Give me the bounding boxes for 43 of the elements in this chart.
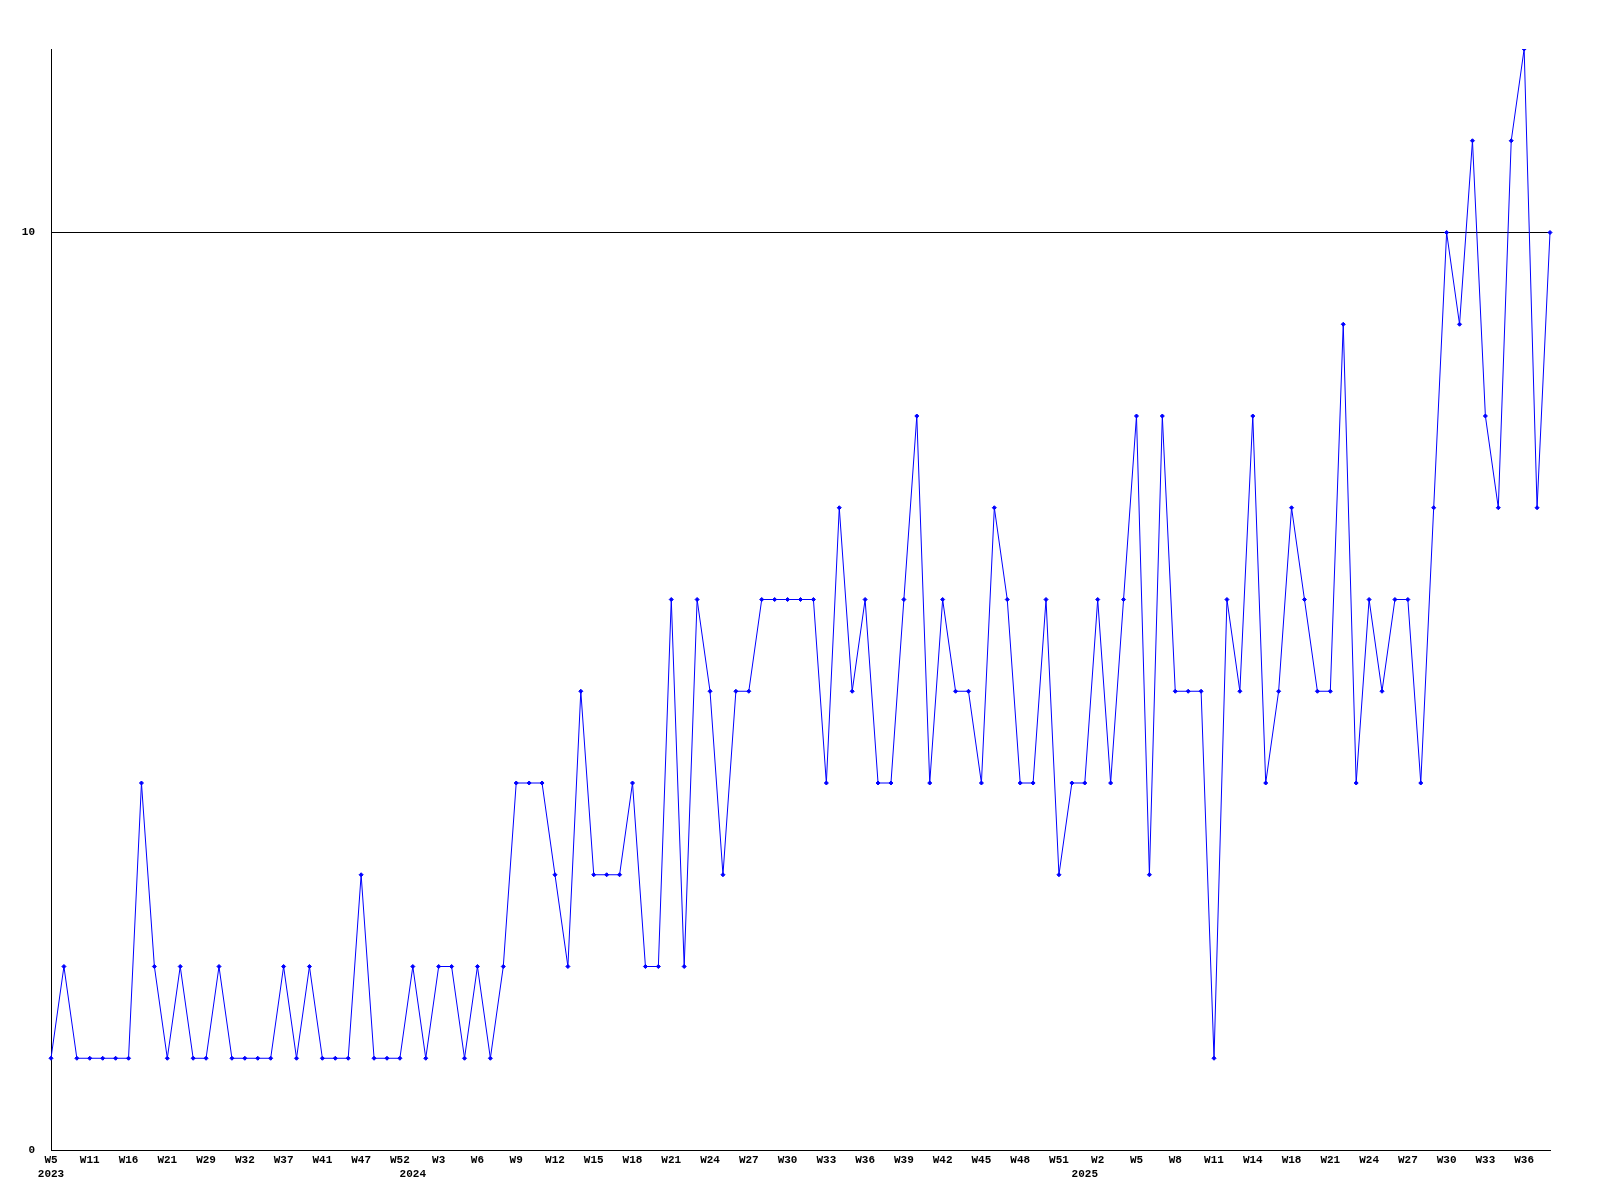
x-tick-label: W18 (1281, 1154, 1302, 1167)
x-tick-label: W16 (118, 1154, 139, 1167)
x-tick-label: W30 (1436, 1154, 1457, 1167)
x-tick-label: W32 (234, 1154, 255, 1167)
x-tick-label: W12 (545, 1154, 565, 1167)
x-tick-label: W11 (1204, 1154, 1225, 1167)
x-tick-label: W6 (470, 1154, 485, 1167)
x-tick-label: W8 (1168, 1154, 1183, 1167)
x-tick-label: 2024 (399, 1167, 427, 1180)
x-tick-label: W48 (1010, 1154, 1031, 1167)
x-tick-label: W37 (273, 1154, 294, 1167)
x-tick-label: W36 (855, 1154, 876, 1167)
x-tick-label: W29 (196, 1154, 216, 1167)
x-tick-label: W21 (1320, 1154, 1341, 1167)
x-tick-label: W47 (351, 1154, 372, 1167)
x-tick-label: W24 (1359, 1154, 1380, 1167)
x-tick-label: W5 (1129, 1154, 1144, 1167)
x-tick-label: W21 (157, 1154, 178, 1167)
x-tick-label: W41 (312, 1154, 333, 1167)
x-tick-label: W9 (509, 1154, 523, 1167)
x-tick-label: W51 (1049, 1154, 1070, 1167)
x-tick-label: 2025 (1071, 1167, 1099, 1180)
x-tick-label: W27 (738, 1154, 759, 1167)
x-tick-label: W27 (1397, 1154, 1418, 1167)
x-tick-label: W45 (971, 1154, 992, 1167)
x-tick-label: W42 (932, 1154, 953, 1167)
x-tick-label: W15 (583, 1154, 605, 1167)
x-tick-label: W30 (777, 1154, 798, 1167)
x-tick-label: W2 (1091, 1154, 1105, 1167)
x-tick-label: W39 (893, 1154, 914, 1167)
y-tick-label: 0 (28, 1143, 35, 1156)
x-tick-label: W18 (622, 1154, 643, 1167)
x-tick-label: W24 (700, 1154, 721, 1167)
x-tick-label: W5 2023 (37, 1154, 65, 1180)
x-tick-label: W36 (1514, 1154, 1535, 1167)
x-tick-label: W21 (661, 1154, 682, 1167)
x-tick-label: W11 (79, 1154, 101, 1167)
x-tick-label: W52 (390, 1154, 410, 1167)
x-tick-label: W33 (1475, 1154, 1496, 1167)
x-tick-label: W14 (1242, 1154, 1264, 1167)
y-tick-label: 10 (21, 226, 35, 239)
x-tick-label: W3 (432, 1154, 446, 1167)
x-tick-label: W33 (816, 1154, 837, 1167)
